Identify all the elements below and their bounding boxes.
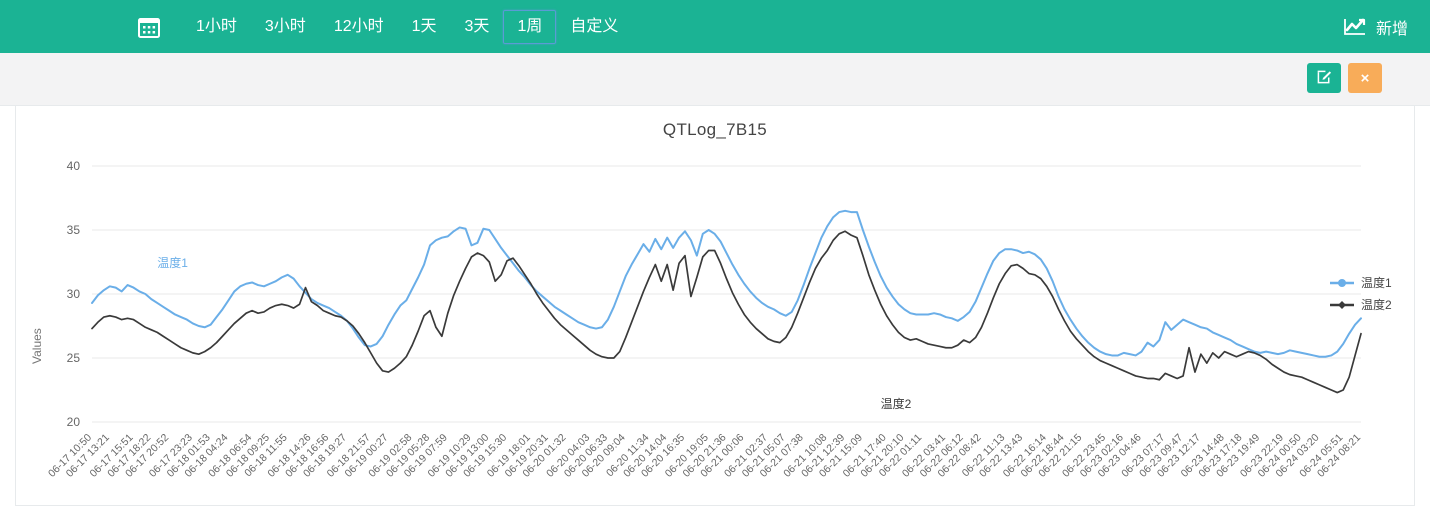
nav-item-1hour[interactable]: 1小时 bbox=[196, 17, 237, 35]
chart-legend: 温度1 温度2 bbox=[1329, 274, 1429, 318]
timerange-nav-group: 1小时 3小时 12小时 1天 3天 1周 自定义 bbox=[138, 9, 632, 44]
legend-marker-temp1 bbox=[1330, 278, 1354, 287]
svg-text:20: 20 bbox=[67, 415, 81, 429]
svg-text:温度2: 温度2 bbox=[881, 396, 912, 411]
legend-marker-temp2 bbox=[1330, 300, 1354, 309]
panel-action-buttons: × bbox=[1307, 63, 1382, 93]
nav-item-1day[interactable]: 1天 bbox=[411, 17, 437, 35]
edit-pencil-icon bbox=[1317, 69, 1332, 87]
nav-item-3day[interactable]: 3天 bbox=[464, 17, 490, 35]
svg-text:35: 35 bbox=[67, 223, 81, 237]
legend-label-temp1: 温度1 bbox=[1361, 276, 1392, 290]
nav-item-12hour[interactable]: 12小时 bbox=[333, 17, 384, 35]
svg-text:40: 40 bbox=[67, 159, 81, 173]
add-chart-label: 新增 bbox=[1375, 20, 1408, 38]
chart-title: QTLog_7B15 bbox=[662, 120, 768, 139]
chart-panel: QTLog_7B15 Values 20 25 30 35 40 06-17 10:50 0… bbox=[15, 106, 1415, 506]
nav-item-3hour[interactable]: 3小时 bbox=[264, 17, 306, 35]
close-button[interactable]: × bbox=[1348, 63, 1382, 93]
nav-item-1week[interactable]: 1周 bbox=[503, 9, 557, 44]
nav-item-custom[interactable]: 自定义 bbox=[570, 17, 619, 35]
edit-button[interactable] bbox=[1307, 63, 1341, 93]
plot-area: 20 25 30 35 40 06-17 10:50 06-17 13:21 06-17 15… bbox=[16, 106, 1414, 505]
svg-text:25: 25 bbox=[67, 351, 81, 365]
line-chart-icon bbox=[1343, 17, 1367, 37]
calendar-icon bbox=[138, 16, 160, 38]
svg-text:30: 30 bbox=[67, 287, 81, 301]
legend-item-temp2[interactable]: 温度2 bbox=[1329, 296, 1429, 313]
top-navigation-bar: 1小时 3小时 12小时 1天 3天 1周 自定义 新增 bbox=[0, 0, 1430, 53]
close-x-icon: × bbox=[1360, 69, 1370, 87]
legend-label-temp2: 温度2 bbox=[1361, 298, 1392, 312]
svg-text:温度1: 温度1 bbox=[157, 255, 188, 270]
legend-item-temp1[interactable]: 温度1 bbox=[1329, 274, 1429, 291]
panel-toolbar: × bbox=[0, 53, 1430, 106]
add-chart-button[interactable]: 新增 bbox=[1343, 15, 1408, 39]
